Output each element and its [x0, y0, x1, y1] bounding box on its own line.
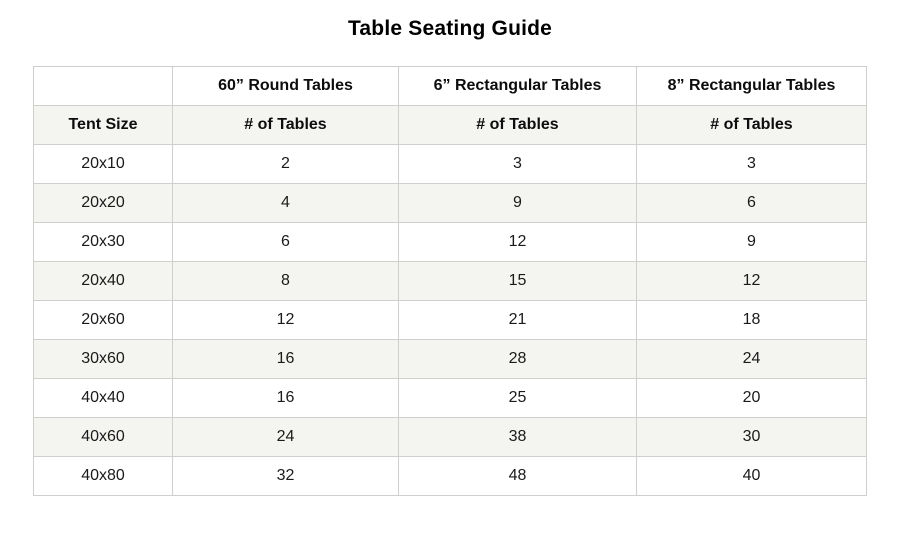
- table-row: 20x60 12 21 18: [33, 300, 867, 340]
- cell-value: 30: [636, 417, 867, 457]
- subheader-num-tables: # of Tables: [172, 105, 399, 145]
- cell-value: 16: [172, 378, 399, 418]
- cell-tent-size: 40x80: [33, 456, 173, 496]
- table-row: 20x40 8 15 12: [33, 261, 867, 301]
- cell-value: 38: [398, 417, 637, 457]
- cell-value: 4: [172, 183, 399, 223]
- col-header-round-60: 60” Round Tables: [172, 66, 399, 106]
- cell-value: 2: [172, 144, 399, 184]
- cell-value: 15: [398, 261, 637, 301]
- cell-value: 12: [398, 222, 637, 262]
- cell-value: 20: [636, 378, 867, 418]
- col-header-empty: [33, 66, 173, 106]
- cell-value: 16: [172, 339, 399, 379]
- cell-value: 28: [398, 339, 637, 379]
- table-header-row: 60” Round Tables 6” Rectangular Tables 8…: [33, 66, 867, 106]
- table-row: 20x30 6 12 9: [33, 222, 867, 262]
- page-title: Table Seating Guide: [347, 17, 553, 40]
- table-row: 40x40 16 25 20: [33, 378, 867, 418]
- cell-value: 18: [636, 300, 867, 340]
- cell-value: 21: [398, 300, 637, 340]
- cell-tent-size: 40x60: [33, 417, 173, 457]
- subheader-num-tables: # of Tables: [398, 105, 637, 145]
- cell-value: 12: [172, 300, 399, 340]
- col-header-rect-6: 6” Rectangular Tables: [398, 66, 637, 106]
- cell-tent-size: 20x30: [33, 222, 173, 262]
- cell-value: 9: [636, 222, 867, 262]
- table-row: 20x20 4 9 6: [33, 183, 867, 223]
- cell-value: 8: [172, 261, 399, 301]
- cell-tent-size: 20x20: [33, 183, 173, 223]
- cell-value: 6: [172, 222, 399, 262]
- table-row: 40x60 24 38 30: [33, 417, 867, 457]
- cell-tent-size: 20x60: [33, 300, 173, 340]
- row-header-tent-size: Tent Size: [33, 105, 173, 145]
- cell-tent-size: 20x40: [33, 261, 173, 301]
- cell-tent-size: 30x60: [33, 339, 173, 379]
- cell-value: 25: [398, 378, 637, 418]
- cell-value: 9: [398, 183, 637, 223]
- cell-tent-size: 20x10: [33, 144, 173, 184]
- seating-guide-table: 60” Round Tables 6” Rectangular Tables 8…: [33, 66, 867, 496]
- subheader-num-tables: # of Tables: [636, 105, 867, 145]
- cell-tent-size: 40x40: [33, 378, 173, 418]
- cell-value: 3: [398, 144, 637, 184]
- cell-value: 6: [636, 183, 867, 223]
- cell-value: 40: [636, 456, 867, 496]
- col-header-rect-8: 8” Rectangular Tables: [636, 66, 867, 106]
- cell-value: 3: [636, 144, 867, 184]
- table-subheader-row: Tent Size # of Tables # of Tables # of T…: [33, 105, 867, 145]
- cell-value: 48: [398, 456, 637, 496]
- table-row: 30x60 16 28 24: [33, 339, 867, 379]
- cell-value: 12: [636, 261, 867, 301]
- table-row: 40x80 32 48 40: [33, 456, 867, 496]
- cell-value: 24: [636, 339, 867, 379]
- table-row: 20x10 2 3 3: [33, 144, 867, 184]
- cell-value: 32: [172, 456, 399, 496]
- cell-value: 24: [172, 417, 399, 457]
